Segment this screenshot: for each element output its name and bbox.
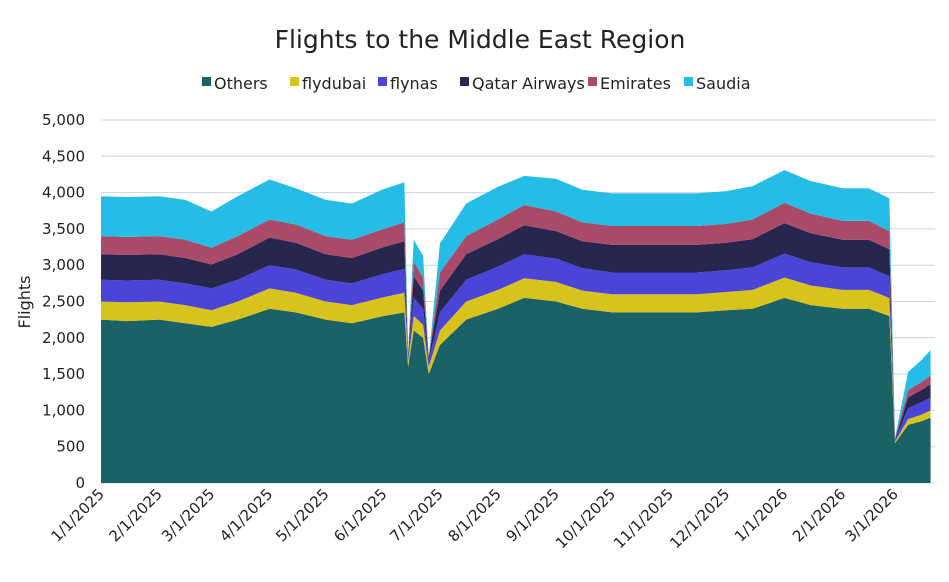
area-flydubai [101, 277, 931, 444]
y-axis-label: Flights [15, 276, 34, 329]
area-qatar-airways [101, 223, 931, 441]
x-tick-label: 3/1/2026 [841, 485, 901, 545]
legend-label: Saudia [696, 74, 751, 93]
x-tick-label: 4/1/2025 [216, 485, 276, 545]
x-tick-label: 3/1/2025 [158, 485, 218, 545]
area-emirates [101, 202, 931, 440]
y-tick-label: 500 [56, 438, 85, 456]
legend-label: Qatar Airways [472, 74, 585, 93]
x-tick-label: 5/1/2025 [272, 485, 332, 545]
y-tick-label: 3,500 [42, 220, 85, 238]
legend-swatch [290, 77, 299, 86]
x-tick-label: 1/1/2026 [731, 485, 791, 545]
legend-swatch [460, 77, 469, 86]
y-tick-label: 2,000 [42, 329, 85, 347]
area-others [101, 297, 931, 483]
area-saudia [101, 170, 931, 439]
x-tick-label: 8/1/2025 [444, 485, 504, 545]
y-tick-label: 3,000 [42, 256, 85, 274]
x-tick-label: 1/1/2025 [47, 485, 107, 545]
legend: Others flydubai flynas Qatar Airways Emirate… [202, 74, 751, 93]
area-flynas [101, 253, 931, 442]
legend-label: Emirates [600, 74, 671, 93]
chart-title: Flights to the Middle East Region [275, 25, 686, 54]
y-tick-label: 4,500 [42, 147, 85, 165]
y-tick-label: 4,000 [42, 184, 85, 202]
legend-swatch [684, 77, 693, 86]
y-tick-label: 1,500 [42, 365, 85, 383]
series-areas [101, 170, 931, 483]
legend-swatch [378, 77, 387, 86]
legend-label: flynas [390, 74, 438, 93]
y-tick-label: 0 [75, 474, 85, 492]
legend-label: flydubai [302, 74, 366, 93]
x-tick-label: 11/1/2025 [610, 485, 677, 552]
legend-swatch [202, 77, 211, 86]
x-tick-label: 2/1/2026 [789, 485, 849, 545]
legend-label: Others [214, 74, 268, 93]
x-tick-label: 6/1/2025 [330, 485, 390, 545]
x-axis: 1/1/20252/1/20253/1/20254/1/20255/1/2025… [47, 485, 901, 552]
x-tick-label: 7/1/2025 [386, 485, 446, 545]
y-axis: 0 500 1,000 1,500 2,000 2,500 3,000 3,500 4,000 4… [42, 111, 85, 492]
x-tick-label: 10/1/2025 [552, 485, 619, 552]
y-tick-label: 2,500 [42, 293, 85, 311]
x-tick-label: 2/1/2025 [106, 485, 166, 545]
y-tick-label: 5,000 [42, 111, 85, 129]
y-tick-label: 1,000 [42, 401, 85, 419]
legend-swatch [588, 77, 597, 86]
x-tick-label: 12/1/2025 [666, 485, 733, 552]
